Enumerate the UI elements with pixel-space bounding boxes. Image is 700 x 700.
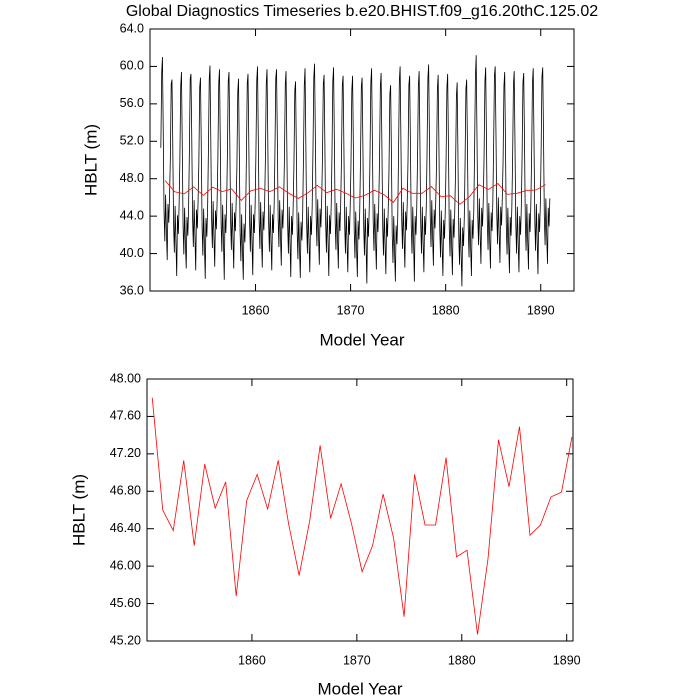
y-tick-label: 46.40 bbox=[110, 521, 141, 535]
y-tick-label: 44.0 bbox=[120, 208, 144, 222]
x-tick-label: 1860 bbox=[238, 653, 266, 667]
y-tick-label: 48.0 bbox=[120, 171, 144, 185]
chart-title: Global Diagnostics Timeseries b.e20.BHIS… bbox=[126, 3, 598, 20]
x-tick-label: 1860 bbox=[242, 303, 270, 317]
y-tick-label: 56.0 bbox=[120, 96, 144, 110]
x-axis-title: Model Year bbox=[319, 330, 404, 349]
plot-frame bbox=[149, 28, 575, 292]
data-line bbox=[160, 55, 551, 287]
y-tick-label: 47.20 bbox=[110, 446, 141, 460]
y-tick-label: 46.80 bbox=[110, 484, 141, 498]
x-axis-title: Model Year bbox=[317, 679, 402, 698]
y-tick-label: 64.0 bbox=[120, 21, 144, 35]
x-tick-label: 1870 bbox=[343, 653, 371, 667]
x-tick-label: 1880 bbox=[432, 303, 460, 317]
y-tick-label: 45.20 bbox=[110, 633, 141, 647]
y-tick-label: 45.60 bbox=[110, 596, 141, 610]
data-line bbox=[151, 397, 573, 635]
y-tick-label: 40.0 bbox=[120, 246, 144, 260]
y-tick-label: 36.0 bbox=[120, 283, 144, 297]
data-line bbox=[164, 180, 546, 205]
y-tick-label: 46.00 bbox=[110, 558, 141, 572]
y-tick-label: 47.60 bbox=[110, 409, 141, 423]
x-tick-label: 1870 bbox=[337, 303, 365, 317]
y-tick-label: 60.0 bbox=[120, 59, 144, 73]
plot-frame bbox=[146, 378, 574, 642]
y-axis-title: HBLT (m) bbox=[69, 474, 88, 546]
y-tick-label: 48.00 bbox=[110, 371, 141, 385]
x-tick-label: 1880 bbox=[448, 653, 476, 667]
x-tick-label: 1890 bbox=[527, 303, 555, 317]
y-axis-title: HBLT (m) bbox=[81, 124, 100, 196]
y-tick-label: 52.0 bbox=[120, 134, 144, 148]
x-tick-label: 1890 bbox=[553, 653, 581, 667]
